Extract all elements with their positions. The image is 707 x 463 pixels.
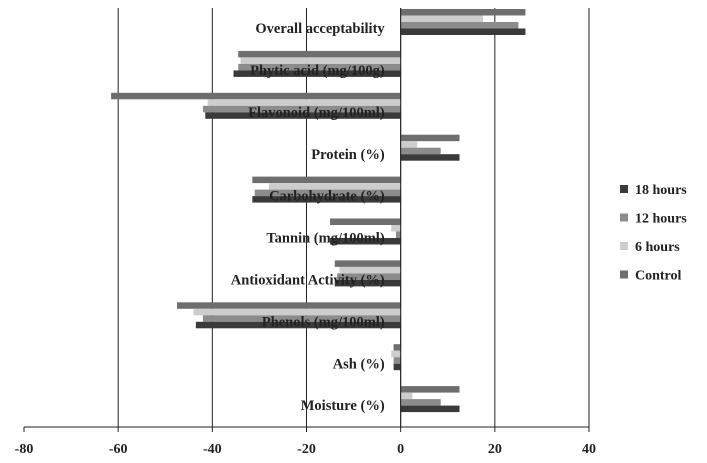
legend-swatch-6-hours bbox=[620, 242, 628, 250]
bar-12-hours-overall-acceptability bbox=[400, 22, 519, 29]
bar-18-hours-phenols-mg-100ml bbox=[195, 321, 401, 329]
bar-control-ash bbox=[393, 344, 401, 351]
bar-6-hours-protein bbox=[400, 141, 418, 148]
category-label-moisture: Moisture (%) bbox=[301, 398, 385, 414]
bar-control-phytic-acid-mg-100g bbox=[238, 50, 401, 58]
bar-18-hours-moisture bbox=[400, 405, 460, 413]
tick-label-80: -80 bbox=[15, 442, 34, 457]
legend-swatch-18-hours bbox=[620, 185, 628, 193]
bar-6-hours-phytic-acid-mg-100g bbox=[240, 57, 401, 64]
category-label-phytic-acid-mg-100g: Phytic acid (mg/100g) bbox=[250, 63, 385, 79]
tick-label-20: -20 bbox=[297, 442, 316, 457]
bar-control-phenols-mg-100ml bbox=[177, 302, 401, 309]
category-label-carbohydrate: Carbohydrate (%) bbox=[269, 189, 385, 205]
bar-18-hours-protein bbox=[400, 154, 460, 161]
category-label-tannin-mg-100ml: Tannin (mg/100ml) bbox=[266, 231, 384, 247]
category-label-overall-acceptability: Overall acceptability bbox=[255, 21, 385, 37]
bar-6-hours-carbohydrate bbox=[268, 183, 401, 190]
legend-label-control: Control bbox=[635, 269, 682, 284]
bar-12-hours-antioxidant-activity bbox=[337, 273, 401, 280]
legend-label-18-hours: 18 hours bbox=[635, 183, 687, 198]
bar-control-carbohydrate bbox=[252, 176, 401, 184]
bar-12-hours-flavonoid-mg-100ml bbox=[202, 105, 401, 113]
category-label-protein: Protein (%) bbox=[311, 147, 385, 163]
bar-control-tannin-mg-100ml bbox=[330, 218, 401, 225]
bar-control-overall-acceptability bbox=[400, 9, 526, 16]
bar-6-hours-ash bbox=[391, 350, 401, 358]
bar-18-hours-antioxidant-activity bbox=[334, 279, 401, 287]
bar-12-hours-phytic-acid-mg-100g bbox=[238, 63, 401, 71]
bar-18-hours-tannin-mg-100ml bbox=[330, 238, 401, 245]
bar-6-hours-tannin-mg-100ml bbox=[391, 225, 401, 232]
tick-label-0: 0 bbox=[397, 442, 404, 457]
bar-12-hours-protein bbox=[400, 147, 441, 155]
tick-label-20: 20 bbox=[488, 442, 502, 457]
bar-6-hours-antioxidant-activity bbox=[339, 266, 401, 274]
bar-6-hours-moisture bbox=[400, 392, 413, 400]
bar-12-hours-carbohydrate bbox=[254, 189, 401, 197]
category-label-phenols-mg-100ml: Phenols (mg/100ml) bbox=[262, 314, 385, 330]
bar-18-hours-flavonoid-mg-100ml bbox=[205, 112, 401, 119]
bar-6-hours-phenols-mg-100ml bbox=[193, 308, 401, 316]
tick-label-40: -40 bbox=[203, 442, 222, 457]
category-label-flavonoid-mg-100ml: Flavonoid (mg/100ml) bbox=[248, 105, 385, 121]
bar-18-hours-ash bbox=[393, 363, 401, 371]
bar-6-hours-flavonoid-mg-100ml bbox=[207, 99, 401, 106]
legend: 18 hours 12 hours 6 hours Control bbox=[620, 183, 687, 284]
bar-12-hours-moisture bbox=[400, 399, 441, 406]
category-label-ash: Ash (%) bbox=[333, 356, 385, 372]
bar-12-hours-phenols-mg-100ml bbox=[202, 315, 401, 322]
bar-18-hours-phytic-acid-mg-100g bbox=[233, 70, 401, 77]
legend-label-12-hours: 12 hours bbox=[635, 212, 687, 227]
tick-label-40: 40 bbox=[582, 442, 596, 457]
legend-label-6-hours: 6 hours bbox=[635, 240, 680, 255]
bar-control-antioxidant-activity bbox=[334, 260, 401, 267]
bar-layer bbox=[111, 9, 526, 413]
bar-control-moisture bbox=[400, 386, 460, 393]
tick-label-60: -60 bbox=[109, 442, 128, 457]
bar-6-hours-overall-acceptability bbox=[400, 15, 484, 22]
bar-12-hours-ash bbox=[393, 357, 401, 364]
axis-layer bbox=[23, 8, 590, 432]
legend-swatch-control bbox=[620, 270, 628, 279]
label-layer: Overall acceptability Phytic acid (mg/100… bbox=[15, 21, 596, 457]
legend-swatch-12-hours bbox=[620, 213, 628, 222]
bar-18-hours-carbohydrate bbox=[252, 196, 401, 203]
category-label-antioxidant-activity: Antioxidant Activity (%) bbox=[231, 273, 385, 289]
bar-control-flavonoid-mg-100ml bbox=[111, 92, 401, 100]
bar-18-hours-overall-acceptability bbox=[400, 28, 526, 35]
bar-12-hours-tannin-mg-100ml bbox=[395, 231, 401, 238]
bar-control-protein bbox=[400, 134, 460, 142]
